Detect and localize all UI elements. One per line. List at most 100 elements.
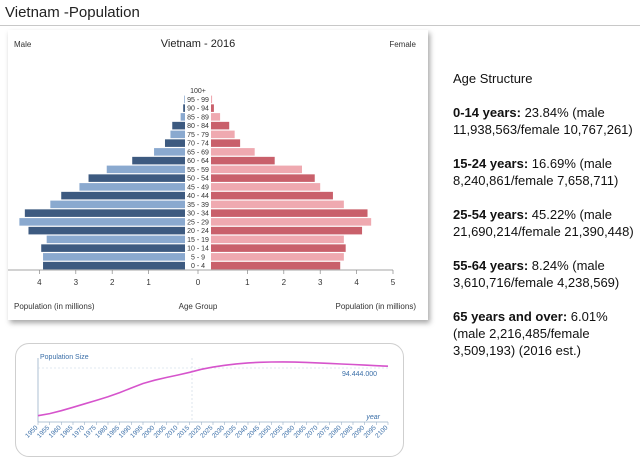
age-block-label: 55-64 years: — [453, 258, 529, 273]
female-bar — [211, 121, 230, 130]
male-bar — [172, 121, 185, 130]
age-block-label: 25-54 years: — [453, 207, 529, 222]
age-block-15-24: 15-24 years: 16.69% (male 8,240,861/fema… — [453, 155, 635, 189]
male-bar — [46, 235, 186, 244]
pyramid-xlabel-left: Population (in millions) — [14, 302, 95, 311]
age-group-label: 40 - 44 — [187, 193, 209, 200]
age-label-bg — [186, 104, 210, 112]
age-group-label: 0 - 4 — [191, 263, 205, 270]
age-group-label: 85 - 89 — [187, 114, 209, 121]
male-bar — [61, 191, 185, 200]
age-block-65-plus: 65 years and over: 6.01% (male 2,216,485… — [453, 308, 635, 359]
growth-ylabel: Population Size — [40, 354, 89, 361]
female-bar — [211, 104, 214, 112]
female-bar — [211, 218, 372, 226]
population-pyramid-chart: Vietnam - 2016 Male Female 0 - 4 5 - 9 10 - 1… — [8, 30, 428, 320]
age-label-bg — [186, 86, 210, 95]
age-label-bg — [186, 130, 210, 139]
pyramid-xlabel-right: Population (in millions) — [336, 302, 417, 311]
growth-annotation: 94.444.000 — [342, 371, 377, 378]
pyramid-tick-label: 4 — [37, 278, 42, 287]
growth-svg: Population Sizeyear94.444.00019501955196… — [24, 354, 389, 440]
age-block-label: 65 years and over: — [453, 309, 568, 324]
male-bar — [180, 113, 185, 121]
male-bar — [154, 148, 185, 156]
male-bar — [43, 261, 185, 270]
pyramid-title: Vietnam - 2016 — [161, 38, 235, 50]
age-block-text: 45.22% (male 21,690,214/female 21,390,44… — [453, 207, 634, 239]
pyramid-male-label: Male — [14, 40, 32, 49]
age-group-label: 15 - 19 — [187, 237, 209, 244]
pyramid-female-label: Female — [389, 40, 416, 49]
pyramid-tick-label: 3 — [74, 278, 79, 287]
female-bar — [211, 200, 344, 209]
age-group-label: 70 - 74 — [187, 141, 209, 148]
age-block-label: 15-24 years: — [453, 156, 529, 171]
age-group-label: 90 - 94 — [187, 106, 209, 113]
age-label-bg — [186, 113, 210, 121]
age-structure-heading: Age Structure — [453, 71, 533, 86]
age-block-55-64: 55-64 years: 8.24% (male 3,610,716/femal… — [453, 257, 635, 291]
age-label-bg — [186, 174, 210, 182]
age-group-label: 80 - 84 — [187, 123, 209, 130]
male-bar — [79, 183, 185, 191]
age-label-bg — [186, 244, 210, 252]
age-structure-panel: Age Structure 0-14 years: 23.84% (male 1… — [453, 70, 635, 376]
female-bar — [211, 156, 275, 165]
age-label-bg — [186, 156, 210, 165]
age-group-label: 50 - 54 — [187, 176, 209, 183]
age-label-bg — [186, 200, 210, 209]
age-block-text: 8.24% (male 3,610,716/female 4,238,569) — [453, 258, 620, 290]
male-bar — [132, 156, 185, 165]
female-bar — [211, 148, 255, 156]
male-bar — [183, 104, 185, 112]
age-group-label: 25 - 29 — [187, 219, 209, 226]
pyramid-xlabel-center: Age Group — [179, 302, 218, 311]
pyramid-tick-label: 3 — [318, 278, 323, 287]
age-group-label: 55 - 59 — [187, 167, 209, 174]
male-bar — [24, 209, 186, 217]
age-group-label: 75 - 79 — [187, 132, 209, 139]
age-label-bg — [186, 121, 210, 130]
pyramid-tick-label: 1 — [146, 278, 151, 287]
female-bar — [211, 235, 344, 244]
female-bar — [211, 95, 213, 104]
age-group-label: 10 - 14 — [187, 246, 209, 253]
female-bar — [211, 165, 302, 174]
age-group-label: 30 - 34 — [187, 211, 209, 218]
male-bar — [170, 130, 185, 139]
age-label-bg — [186, 95, 210, 104]
age-block-label: 0-14 years: — [453, 105, 521, 120]
age-group-label: 60 - 64 — [187, 158, 209, 165]
male-bar — [41, 244, 185, 252]
age-group-label: 35 - 39 — [187, 202, 209, 209]
title-divider — [0, 25, 640, 26]
pyramid-tick-label: 2 — [110, 278, 115, 287]
female-bar — [211, 130, 235, 139]
age-block-text: 23.84% (male 11,938,563/female 10,767,26… — [453, 105, 633, 137]
male-bar — [88, 174, 185, 182]
pyramid-svg: Vietnam - 2016 Male Female 0 - 4 5 - 910 - 1… — [8, 38, 417, 311]
male-bar — [43, 253, 185, 261]
age-block-text: 16.69% (male 8,240,861/female 7,658,711) — [453, 156, 619, 188]
age-label-bg — [186, 226, 210, 235]
female-bar — [211, 113, 221, 121]
female-bar — [211, 183, 321, 191]
age-group-label: 5 - 9 — [191, 254, 205, 261]
age-group-label: 20 - 24 — [187, 228, 209, 235]
male-bar — [28, 226, 186, 235]
male-bar — [50, 200, 185, 209]
age-block-0-14: 0-14 years: 23.84% (male 11,938,563/fema… — [453, 104, 635, 138]
age-label-bg — [186, 209, 210, 217]
growth-xlabel: year — [365, 414, 380, 421]
female-bar — [211, 139, 241, 147]
female-bar — [211, 209, 368, 217]
age-label-bg — [186, 235, 210, 244]
pyramid-tick-label: 0 — [196, 278, 201, 287]
male-bar — [106, 165, 185, 174]
population-growth-chart: Population Size year 94.444.000 1950 1955 196… — [15, 343, 404, 457]
pyramid-tick-label: 5 — [391, 278, 396, 287]
age-label-bg — [186, 261, 210, 270]
pyramid-tick-label: 1 — [245, 278, 250, 287]
age-group-label: 65 - 69 — [187, 149, 209, 156]
